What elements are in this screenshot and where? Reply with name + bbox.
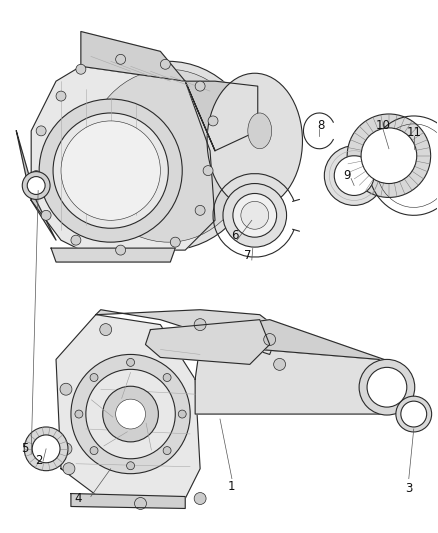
Circle shape (127, 462, 134, 470)
Circle shape (195, 205, 205, 215)
Circle shape (61, 121, 160, 220)
Circle shape (163, 374, 171, 382)
Ellipse shape (367, 367, 407, 407)
Circle shape (160, 59, 170, 69)
Circle shape (90, 447, 98, 455)
Circle shape (24, 427, 68, 471)
Text: 10: 10 (375, 119, 390, 132)
Circle shape (103, 386, 159, 442)
Circle shape (334, 156, 374, 196)
Circle shape (116, 399, 145, 429)
Polygon shape (56, 314, 200, 498)
Circle shape (100, 324, 112, 336)
Circle shape (134, 497, 146, 510)
Circle shape (274, 358, 286, 370)
Text: 3: 3 (405, 482, 413, 495)
Circle shape (324, 146, 384, 205)
Text: 4: 4 (74, 492, 81, 505)
Ellipse shape (207, 73, 303, 208)
Text: 8: 8 (318, 119, 325, 132)
Circle shape (53, 113, 168, 228)
Circle shape (116, 54, 126, 64)
Circle shape (223, 183, 286, 247)
Text: 7: 7 (244, 248, 251, 262)
Polygon shape (16, 131, 56, 240)
Circle shape (32, 435, 60, 463)
Circle shape (361, 128, 417, 183)
Circle shape (71, 235, 81, 245)
Circle shape (194, 319, 206, 330)
Polygon shape (200, 320, 394, 384)
Circle shape (36, 126, 46, 136)
Circle shape (264, 334, 276, 345)
Text: 6: 6 (231, 229, 239, 241)
Polygon shape (71, 494, 185, 508)
Text: 1: 1 (228, 480, 236, 493)
Circle shape (75, 410, 83, 418)
Circle shape (163, 447, 171, 455)
Circle shape (396, 396, 431, 432)
Circle shape (71, 354, 190, 474)
Circle shape (63, 463, 75, 475)
Ellipse shape (87, 69, 250, 242)
Polygon shape (96, 310, 279, 354)
Circle shape (170, 237, 180, 247)
Polygon shape (195, 344, 394, 414)
Text: 11: 11 (406, 126, 421, 139)
Circle shape (60, 383, 72, 395)
Circle shape (56, 91, 66, 101)
Circle shape (241, 201, 268, 229)
Polygon shape (31, 66, 215, 250)
Text: 9: 9 (343, 169, 351, 182)
Circle shape (27, 176, 45, 195)
Ellipse shape (359, 359, 415, 415)
Circle shape (203, 166, 213, 175)
Ellipse shape (248, 113, 272, 149)
Polygon shape (81, 31, 215, 151)
Circle shape (41, 211, 51, 220)
Circle shape (347, 114, 431, 197)
Polygon shape (145, 320, 270, 365)
Polygon shape (185, 81, 258, 151)
Circle shape (208, 116, 218, 126)
Ellipse shape (79, 61, 258, 250)
Polygon shape (51, 248, 175, 262)
Text: 2: 2 (35, 454, 43, 467)
Circle shape (194, 492, 206, 504)
Circle shape (31, 171, 41, 181)
Circle shape (76, 64, 86, 74)
Circle shape (195, 81, 205, 91)
Circle shape (116, 245, 126, 255)
Circle shape (127, 358, 134, 366)
Text: 5: 5 (21, 442, 29, 455)
Circle shape (90, 374, 98, 382)
Circle shape (178, 410, 186, 418)
Circle shape (233, 193, 277, 237)
Circle shape (401, 401, 427, 427)
Circle shape (39, 99, 182, 242)
Circle shape (60, 443, 72, 455)
Circle shape (86, 369, 175, 459)
Circle shape (22, 172, 50, 199)
